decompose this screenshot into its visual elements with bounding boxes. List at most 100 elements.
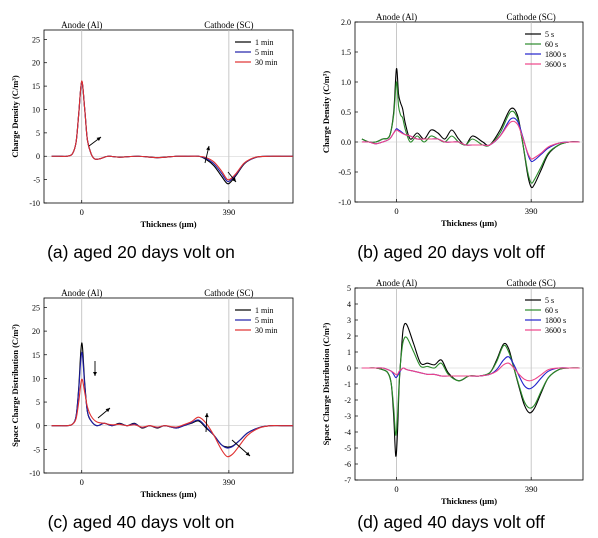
y-tick-label: -3 bbox=[344, 412, 351, 421]
legend-entry: 60 s bbox=[545, 306, 558, 315]
y-tick-label: -0.5 bbox=[338, 168, 351, 177]
legend-entry: 30 min bbox=[255, 58, 277, 67]
series-line-30-min bbox=[51, 378, 293, 458]
legend-entry: 3600 s bbox=[545, 326, 566, 335]
series-line-60-s bbox=[361, 336, 580, 436]
y-tick-label: 0.5 bbox=[341, 108, 351, 117]
trend-arrow-head bbox=[206, 146, 210, 151]
y-tick-label: 1.0 bbox=[341, 78, 351, 87]
legend-entry: 5 s bbox=[545, 30, 554, 39]
y-tick-label: 2 bbox=[347, 332, 351, 341]
y-tick-label: 0.0 bbox=[341, 138, 351, 147]
anode-annotation: Anode (Al) bbox=[61, 288, 102, 298]
trend-arrow-head bbox=[96, 137, 101, 141]
y-tick-label: 25 bbox=[32, 303, 40, 312]
x-tick-label: 0 bbox=[394, 484, 398, 494]
x-axis-label: Thickness (μm) bbox=[441, 218, 497, 228]
legend-entry: 1800 s bbox=[545, 316, 566, 325]
y-tick-label: -1 bbox=[344, 380, 351, 389]
anode-annotation: Anode (Al) bbox=[376, 278, 417, 288]
x-tick-label: 0 bbox=[394, 206, 398, 216]
x-tick-label: 0 bbox=[80, 207, 84, 217]
x-axis-label: Thickness (μm) bbox=[441, 496, 497, 506]
y-axis-label: Space Charge Distribution (C/m³) bbox=[10, 324, 20, 447]
chart-panel-b: -1.0 -0.5 0.0 0.5 1.0 1.5 2.0 0 390 Thickness (μm… bbox=[321, 12, 584, 228]
trend-arrow-head bbox=[93, 371, 97, 376]
y-tick-label: -6 bbox=[344, 460, 351, 469]
trend-arrow-head bbox=[105, 408, 110, 413]
y-tick-label: 20 bbox=[32, 59, 40, 68]
chart-panel-d: -7 -6 -5 -4 -3 -2 -1 0 1 2 3 4 5 0 390 Thickness (μm) Sp… bbox=[321, 278, 584, 506]
legend-entry: 1 min bbox=[255, 38, 273, 47]
chart-panel-c: -10 -5 0 5 10 15 20 25 0 390 Thickness (μm) Space C… bbox=[10, 288, 294, 499]
legend-entry: 1 min bbox=[255, 306, 273, 315]
chart-panel-a: -10 -5 0 5 10 15 20 25 0 390 Thickness (μm) Charge … bbox=[10, 20, 294, 229]
series-line-3600-s bbox=[361, 120, 580, 160]
y-axis-label: Charge Density (C/m³) bbox=[10, 75, 20, 158]
y-tick-label: 0 bbox=[36, 422, 40, 431]
y-tick-label: 15 bbox=[32, 351, 40, 360]
y-tick-label: 1.5 bbox=[341, 48, 351, 57]
y-tick-label: 2.0 bbox=[341, 18, 351, 27]
cathode-annotation: Cathode (SC) bbox=[204, 20, 253, 30]
series-lines bbox=[361, 322, 580, 457]
series-line-1800-s bbox=[361, 356, 580, 390]
y-axis-label: Charge Density (C/m³) bbox=[321, 71, 331, 154]
series-line-1-min bbox=[51, 342, 293, 448]
trend-arrow-head bbox=[204, 413, 209, 418]
anode-annotation: Anode (Al) bbox=[61, 20, 102, 30]
caption-b: (b) aged 20 days volt off bbox=[357, 242, 545, 262]
y-tick-label: 25 bbox=[32, 35, 40, 44]
x-tick-label: 390 bbox=[222, 477, 235, 487]
legend-entry: 30 min bbox=[255, 326, 277, 335]
y-tick-label: 5 bbox=[347, 284, 351, 293]
y-axis-label: Space Charge Distribution (C/m³) bbox=[321, 322, 331, 445]
trend-arrow-head bbox=[231, 177, 236, 182]
legend-entry: 5 min bbox=[255, 316, 273, 325]
caption-d: (d) aged 40 days volt off bbox=[357, 512, 545, 532]
y-tick-label: 10 bbox=[32, 374, 40, 383]
legend-entry: 5 min bbox=[255, 48, 273, 57]
anode-annotation: Anode (Al) bbox=[376, 12, 417, 22]
series-lines bbox=[51, 80, 293, 185]
cathode-annotation: Cathode (SC) bbox=[507, 12, 556, 22]
y-tick-label: -2 bbox=[344, 396, 351, 405]
series-line-5-s bbox=[361, 68, 580, 189]
legend-entry: 60 s bbox=[545, 40, 558, 49]
y-tick-label: 0 bbox=[347, 364, 351, 373]
y-tick-label: 0 bbox=[36, 152, 40, 161]
x-axis-label: Thickness (μm) bbox=[140, 219, 196, 229]
x-axis-label: Thickness (μm) bbox=[140, 489, 196, 499]
y-tick-label: 1 bbox=[347, 348, 351, 357]
y-tick-label: 5 bbox=[36, 398, 40, 407]
series-lines bbox=[51, 342, 293, 458]
series-line-5-min bbox=[51, 351, 293, 449]
y-tick-label: -10 bbox=[29, 469, 40, 478]
cathode-annotation: Cathode (SC) bbox=[507, 278, 556, 288]
x-tick-label: 390 bbox=[222, 207, 235, 217]
legend-entry: 3600 s bbox=[545, 60, 566, 69]
plot-frame bbox=[43, 297, 294, 474]
series-line-5-min bbox=[51, 81, 293, 183]
series-line-30-min bbox=[51, 80, 293, 181]
y-tick-label: -1.0 bbox=[338, 198, 351, 207]
y-tick-label: -10 bbox=[29, 199, 40, 208]
y-tick-label: -4 bbox=[344, 428, 351, 437]
y-tick-label: -7 bbox=[344, 476, 351, 485]
y-tick-label: -5 bbox=[33, 445, 40, 454]
x-tick-label: 0 bbox=[80, 477, 84, 487]
cathode-annotation: Cathode (SC) bbox=[204, 288, 253, 298]
legend-entry: 1800 s bbox=[545, 50, 566, 59]
y-tick-label: 10 bbox=[32, 105, 40, 114]
plot-frame bbox=[43, 29, 294, 204]
y-tick-label: 5 bbox=[36, 129, 40, 138]
caption-a: (a) aged 20 days volt on bbox=[47, 242, 235, 262]
y-tick-label: 3 bbox=[347, 316, 351, 325]
series-line-5-s bbox=[361, 322, 580, 457]
series-lines bbox=[361, 68, 580, 189]
legend-entry: 5 s bbox=[545, 296, 554, 305]
y-tick-label: -5 bbox=[33, 176, 40, 185]
series-line-3600-s bbox=[361, 362, 580, 382]
series-line-1-min bbox=[51, 80, 293, 185]
